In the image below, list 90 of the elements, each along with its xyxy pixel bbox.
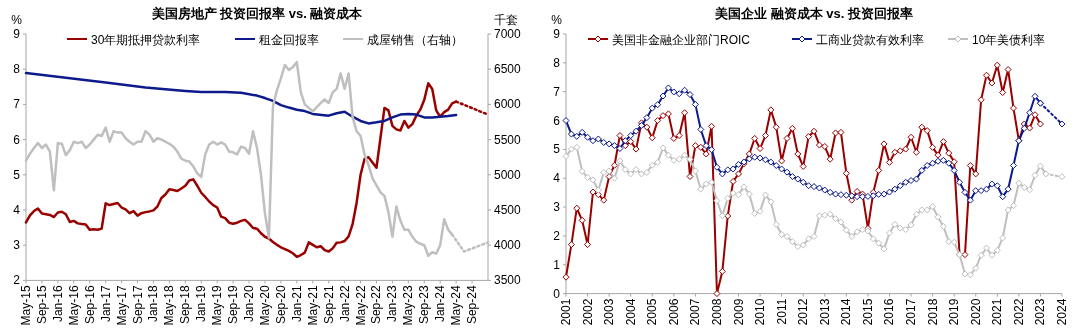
- x-tick-label: 2016: [882, 298, 897, 326]
- x-tick-label: 2001: [559, 298, 573, 326]
- y-tick-label: 9: [13, 27, 21, 41]
- x-tick-label: Sep-17: [130, 285, 145, 325]
- y-tick-label: 6: [553, 113, 561, 128]
- x-tick-label: Sep-15: [34, 285, 49, 325]
- y-tick-label: 3: [553, 200, 561, 215]
- x-tick-label: 2015: [860, 298, 875, 326]
- y-tick-label: 6: [13, 132, 21, 147]
- x-tick-label: May-21: [305, 285, 320, 326]
- x-tick-label: Sep-16: [82, 285, 97, 325]
- x-tick-label: 2004: [623, 298, 638, 326]
- x-tick-label: 2005: [645, 298, 660, 326]
- x-tick-label: 2020: [968, 298, 983, 326]
- x-tick-label: Jan-16: [50, 285, 65, 323]
- x-tick-label: May-19: [210, 285, 225, 326]
- legend-label: 租金回报率: [259, 32, 319, 47]
- x-tick-label: May-18: [162, 285, 177, 326]
- x-tick-label: Jan-23: [385, 285, 400, 323]
- x-tick-label: Jan-20: [242, 285, 257, 323]
- x-tick-label: 2018: [925, 298, 940, 326]
- x-tick-label: Jan-21: [289, 285, 304, 323]
- y2-tick-label: 3500: [494, 273, 522, 288]
- x-tick-label: Jan-22: [337, 285, 352, 323]
- x-tick-label: 2003: [602, 298, 617, 326]
- y-tick-label: 4: [13, 203, 21, 217]
- x-tick-label: 2013: [817, 298, 832, 326]
- y-tick-label: 5: [553, 142, 561, 157]
- x-tick-label: 2008: [709, 298, 724, 326]
- y2-tick-label: 4000: [494, 238, 522, 253]
- legend-label: 成屋销售（右轴）: [367, 32, 463, 47]
- y2-tick-label: 6000: [494, 97, 522, 112]
- legend-label: 美国非金融企业部门ROIC: [612, 32, 751, 47]
- x-tick-label: Sep-18: [178, 285, 193, 325]
- y-axis-title: %: [11, 13, 23, 27]
- y-tick-label: 0: [553, 286, 561, 301]
- y-axis-title: %: [551, 13, 563, 27]
- x-tick-label: 2023: [1033, 298, 1048, 326]
- x-tick-label: 2010: [753, 298, 768, 326]
- y-tick-label: 3: [13, 238, 21, 253]
- y-tick-label: 9: [553, 27, 561, 41]
- x-tick-label: May-16: [66, 285, 81, 326]
- x-tick-label: 2006: [666, 298, 681, 326]
- y2-tick-label: 6500: [494, 62, 522, 77]
- y-tick-label: 5: [13, 167, 21, 182]
- x-tick-label: Sep-23: [417, 285, 432, 325]
- x-tick-label: 2022: [1011, 298, 1026, 326]
- y-tick-label: 8: [553, 55, 561, 70]
- x-tick-label: May-23: [401, 285, 416, 326]
- x-tick-label: Sep-20: [273, 285, 288, 325]
- x-tick-label: 2021: [990, 298, 1005, 326]
- x-tick-label: 2007: [688, 298, 703, 326]
- x-tick-label: 2024: [1055, 298, 1069, 326]
- x-tick-label: Jan-18: [146, 285, 161, 323]
- y-tick-label: 2: [13, 273, 21, 288]
- chart-title: 美国企业 融资成本 vs. 投资回报率: [714, 6, 913, 21]
- x-tick-label: Sep-22: [369, 285, 384, 325]
- chart-title: 美国房地产 投资回报率 vs. 融资成本: [150, 6, 364, 21]
- y2-tick-label: 5500: [494, 132, 522, 147]
- x-tick-label: 2002: [580, 298, 595, 326]
- x-tick-label: Sep-19: [226, 285, 241, 325]
- y2-tick-label: 7000: [494, 27, 522, 41]
- y2-axis-title: 千套: [494, 13, 518, 27]
- x-tick-label: 2017: [904, 298, 919, 326]
- x-tick-label: 2009: [731, 298, 746, 326]
- x-tick-label: 2019: [947, 298, 962, 326]
- y-tick-label: 7: [13, 97, 21, 112]
- x-tick-label: May-24: [449, 285, 464, 326]
- legend-label: 10年美债利率: [972, 32, 1046, 47]
- y-tick-label: 4: [553, 171, 561, 186]
- y-tick-label: 2: [553, 228, 561, 243]
- legend-label: 工商业贷款有效利率: [816, 32, 924, 47]
- x-tick-label: Jan-24: [433, 285, 448, 323]
- y2-tick-label: 5000: [494, 167, 522, 182]
- x-tick-label: May-15: [19, 285, 33, 326]
- y-tick-label: 7: [553, 84, 561, 99]
- x-tick-label: Sep-21: [321, 285, 336, 325]
- y-tick-label: 1: [553, 257, 561, 272]
- x-tick-label: Sep-24: [465, 285, 480, 325]
- x-tick-label: 2014: [839, 298, 854, 326]
- x-tick-label: May-22: [353, 285, 368, 326]
- x-tick-label: 2012: [796, 298, 811, 326]
- x-tick-label: Jan-19: [194, 285, 209, 323]
- x-tick-label: Jan-17: [98, 285, 113, 323]
- x-tick-label: May-17: [114, 285, 129, 326]
- x-tick-label: May-20: [257, 285, 272, 326]
- x-tick-label: 2011: [774, 298, 789, 325]
- legend-label: 30年期抵押贷款利率: [91, 32, 201, 47]
- y-tick-label: 8: [13, 62, 21, 77]
- y2-tick-label: 4500: [494, 203, 522, 217]
